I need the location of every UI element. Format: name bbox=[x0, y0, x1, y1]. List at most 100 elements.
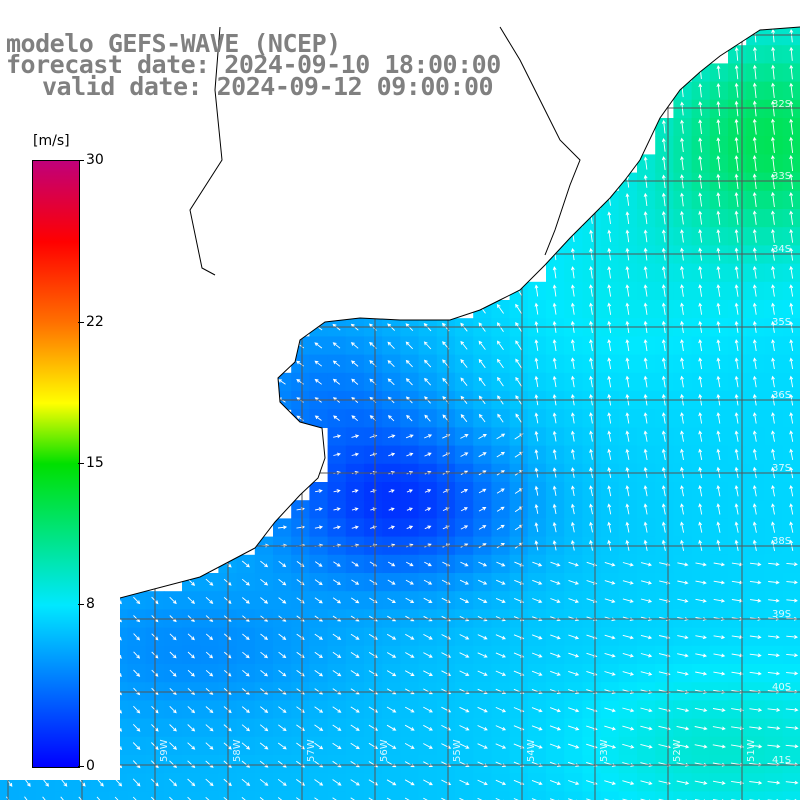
wind-arrow bbox=[549, 743, 562, 749]
wind-arrow bbox=[698, 503, 703, 515]
wind-arrow bbox=[332, 742, 342, 750]
wind-arrow bbox=[752, 357, 757, 370]
wind-arrow bbox=[459, 579, 469, 585]
wind-arrow bbox=[460, 377, 468, 386]
wind-arrow bbox=[570, 302, 575, 315]
wind-arrow bbox=[625, 375, 630, 388]
wind-arrow bbox=[680, 503, 684, 515]
wind-arrow bbox=[607, 503, 612, 515]
wind-arrow bbox=[752, 521, 757, 533]
wind-arrow bbox=[698, 357, 703, 370]
wind-arrow bbox=[643, 174, 648, 188]
wind-arrow bbox=[752, 228, 757, 243]
wind-arrow bbox=[460, 452, 469, 457]
wind-arrow bbox=[716, 82, 721, 98]
wind-arrow bbox=[643, 211, 648, 225]
wind-arrow bbox=[133, 633, 141, 641]
wind-arrow bbox=[771, 82, 775, 98]
wind-speed-cell bbox=[36, 791, 56, 800]
wind-arrow bbox=[133, 669, 141, 677]
wind-arrow bbox=[314, 561, 323, 567]
wind-arrow bbox=[531, 743, 543, 749]
country-border bbox=[499, 26, 581, 256]
wind-arrow bbox=[406, 489, 413, 493]
wind-arrow bbox=[570, 448, 575, 460]
wind-arrow bbox=[459, 797, 468, 800]
wind-arrow bbox=[242, 597, 250, 604]
wind-arrow bbox=[495, 779, 507, 786]
wind-speed-cell bbox=[182, 791, 201, 800]
wind-arrow bbox=[752, 284, 757, 297]
wind-arrow bbox=[734, 503, 739, 515]
wind-arrow bbox=[589, 375, 593, 388]
wind-arrow bbox=[187, 596, 195, 604]
wind-arrow bbox=[515, 340, 522, 351]
wind-arrow bbox=[698, 119, 703, 135]
wind-arrow bbox=[607, 412, 612, 424]
wind-arrow bbox=[752, 64, 757, 80]
wind-arrow bbox=[259, 778, 269, 786]
wind-arrow bbox=[640, 580, 652, 585]
wind-arrow bbox=[770, 118, 775, 135]
wind-arrow bbox=[752, 430, 757, 442]
wind-arrow bbox=[643, 448, 648, 460]
wind-arrow bbox=[625, 339, 630, 352]
wind-arrow bbox=[570, 412, 575, 424]
wind-arrow bbox=[205, 578, 214, 586]
wind-arrow bbox=[734, 284, 739, 297]
wind-arrow bbox=[716, 430, 721, 442]
wind-arrow bbox=[713, 635, 726, 640]
wind-speed-cell bbox=[673, 791, 693, 800]
wind-arrow bbox=[132, 742, 141, 750]
lat-label: 37S bbox=[772, 463, 792, 474]
wind-arrow bbox=[643, 229, 648, 243]
wind-arrow bbox=[534, 503, 539, 514]
wind-arrow bbox=[460, 340, 468, 350]
wind-arrow bbox=[534, 412, 539, 424]
lat-label: 33S bbox=[772, 171, 792, 182]
lat-label: 36S bbox=[772, 390, 792, 401]
wind-arrow bbox=[405, 652, 415, 658]
wind-arrow bbox=[789, 28, 794, 43]
wind-arrow bbox=[406, 452, 414, 457]
wind-arrow bbox=[712, 708, 726, 713]
wind-speed-cell bbox=[455, 791, 474, 800]
wind-arrow bbox=[607, 339, 612, 352]
wind-arrow bbox=[771, 484, 775, 497]
wind-arrow bbox=[552, 485, 557, 496]
wind-arrow bbox=[478, 525, 487, 530]
wind-arrow bbox=[752, 339, 757, 351]
wind-arrow bbox=[205, 796, 210, 800]
wind-arrow bbox=[404, 724, 415, 731]
wind-arrow bbox=[96, 796, 101, 800]
wind-arrow bbox=[333, 525, 341, 530]
wind-arrow bbox=[771, 521, 776, 533]
wind-arrow bbox=[404, 779, 415, 786]
wind-arrow bbox=[60, 796, 64, 800]
wind-arrow bbox=[661, 412, 666, 424]
wind-arrow bbox=[187, 651, 195, 659]
wind-arrow bbox=[734, 118, 739, 135]
wind-arrow bbox=[661, 448, 666, 460]
wind-arrow bbox=[241, 778, 251, 786]
wind-arrow bbox=[768, 580, 780, 585]
wind-speed-cell bbox=[637, 791, 656, 800]
wind-arrow bbox=[607, 485, 612, 497]
wind-arrow bbox=[459, 652, 470, 658]
wind-arrow bbox=[767, 653, 780, 658]
wind-arrow bbox=[713, 653, 726, 658]
wind-arrow bbox=[570, 284, 575, 297]
wind-arrow bbox=[749, 598, 762, 603]
wind-arrow bbox=[423, 634, 433, 640]
wind-arrow bbox=[406, 507, 413, 511]
wind-arrow bbox=[187, 778, 196, 787]
wind-arrow bbox=[771, 100, 775, 117]
wind-arrow bbox=[770, 191, 775, 208]
wind-arrow bbox=[622, 671, 634, 676]
wind-arrow bbox=[351, 452, 360, 457]
wind-arrow bbox=[698, 430, 703, 442]
colorbar-tick-label: 30 bbox=[86, 152, 104, 168]
wind-arrow bbox=[187, 633, 195, 641]
wind-arrow bbox=[515, 376, 522, 387]
wind-arrow bbox=[495, 797, 504, 800]
